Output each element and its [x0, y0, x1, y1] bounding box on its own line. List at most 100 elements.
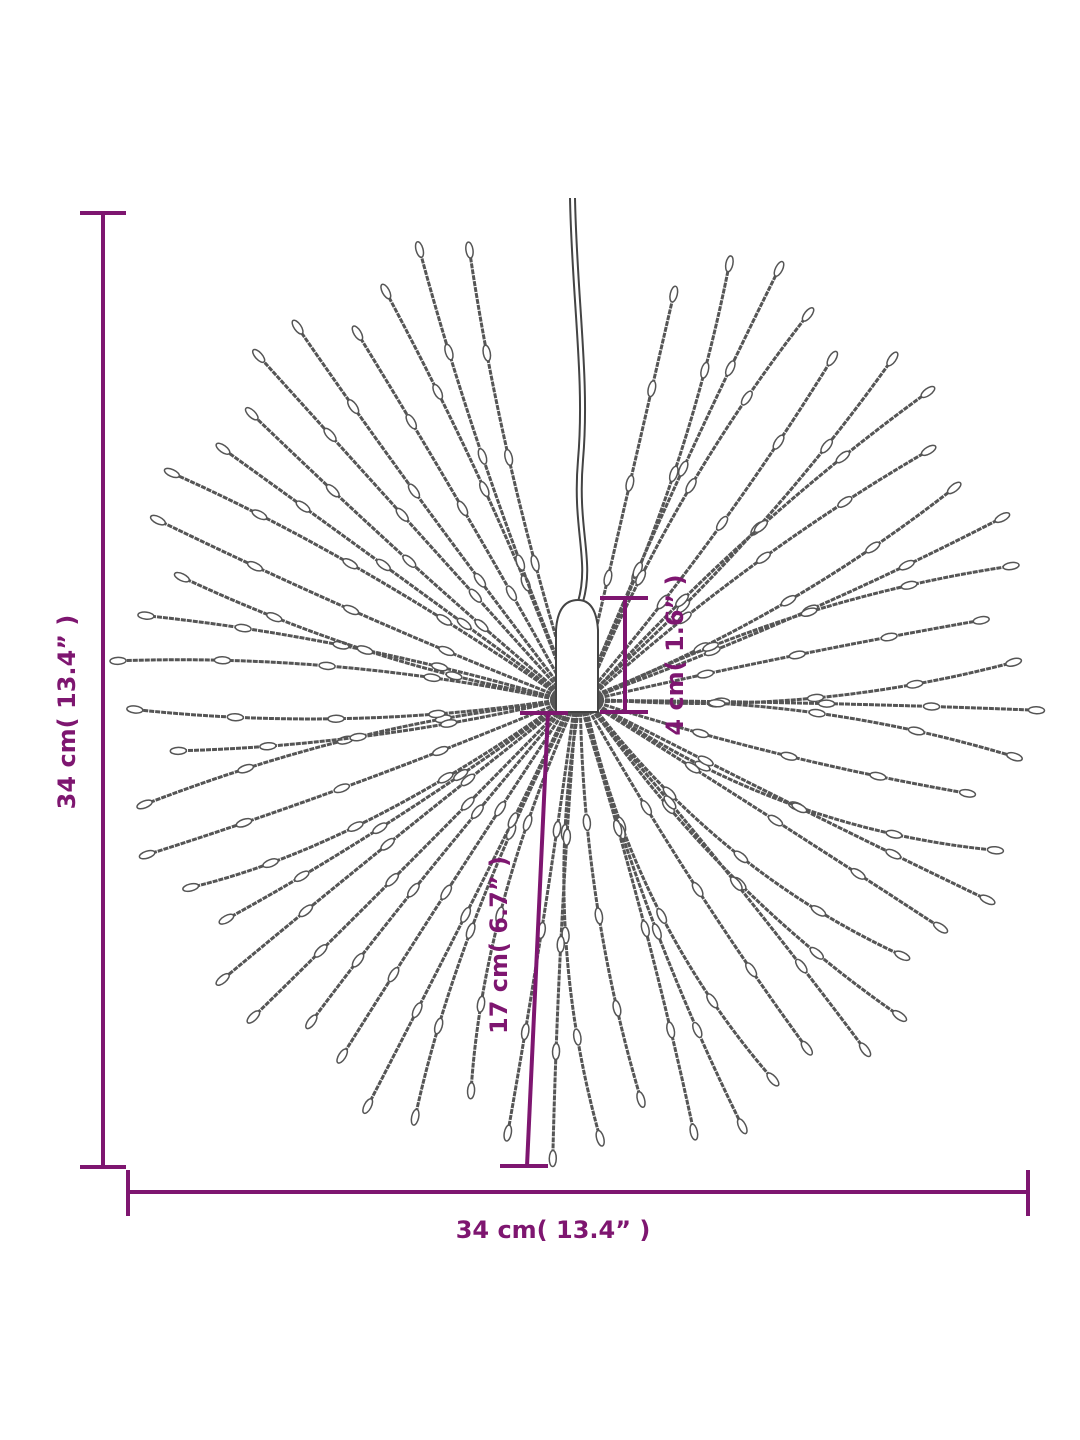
led: [724, 255, 734, 273]
led: [380, 283, 392, 300]
led: [456, 500, 469, 517]
led: [503, 1124, 513, 1142]
led: [745, 962, 758, 978]
led: [651, 923, 662, 940]
led: [820, 438, 834, 454]
led: [327, 714, 345, 723]
led: [235, 817, 253, 828]
led: [708, 698, 726, 708]
led: [515, 554, 526, 571]
led: [972, 615, 990, 625]
led: [548, 1149, 558, 1168]
strand: [596, 702, 996, 852]
height-dimension: 34 cm( 13.4” ): [53, 211, 126, 1169]
strand-dimension: 17 cm( 6.7” ): [485, 711, 568, 1168]
led: [640, 799, 653, 816]
led: [351, 952, 365, 968]
led: [445, 671, 463, 681]
led: [495, 906, 505, 924]
led: [809, 946, 825, 960]
led: [349, 732, 367, 742]
led: [476, 995, 486, 1013]
led: [594, 907, 604, 925]
led: [773, 260, 785, 277]
led: [780, 751, 798, 761]
led: [733, 850, 749, 864]
led: [336, 1048, 349, 1064]
led: [753, 519, 769, 534]
led: [666, 1021, 676, 1039]
led: [886, 351, 899, 367]
led: [668, 465, 679, 483]
led: [149, 514, 167, 526]
strand: [310, 708, 565, 1023]
led: [920, 444, 937, 457]
led: [562, 828, 572, 846]
led: [423, 673, 441, 683]
led: [291, 319, 304, 335]
strand: [592, 706, 903, 958]
firework-light: [109, 240, 1046, 1168]
strand: [250, 412, 562, 694]
led: [869, 771, 887, 781]
strand: [578, 711, 643, 1100]
led: [800, 1040, 814, 1056]
strand: [117, 658, 556, 701]
led: [473, 572, 487, 588]
led: [215, 442, 231, 455]
led: [505, 585, 518, 602]
led: [137, 611, 155, 620]
led: [806, 693, 825, 703]
strand: [171, 471, 559, 696]
led: [572, 1028, 582, 1046]
strand: [587, 313, 810, 691]
led: [656, 907, 668, 925]
led: [246, 560, 264, 572]
led: [215, 972, 230, 986]
led: [772, 434, 785, 450]
led: [647, 380, 657, 398]
led: [237, 763, 255, 774]
led: [406, 882, 420, 898]
led: [946, 481, 962, 495]
led: [663, 795, 677, 810]
led: [251, 509, 268, 521]
led: [504, 448, 514, 467]
strand: [595, 486, 956, 696]
led: [333, 783, 351, 794]
led: [313, 944, 328, 958]
led: [810, 905, 827, 917]
led: [582, 813, 592, 832]
led: [437, 771, 454, 784]
led: [958, 788, 977, 798]
led: [428, 709, 446, 719]
led: [932, 921, 949, 934]
led: [477, 447, 488, 465]
led: [669, 285, 679, 303]
led: [259, 741, 277, 751]
led: [1005, 657, 1023, 667]
strand-label: 17 cm( 6.7” ): [485, 856, 513, 1034]
height-label: 34 cm( 13.4” ): [53, 615, 81, 810]
led: [826, 350, 839, 367]
led: [213, 656, 232, 665]
led: [342, 557, 359, 570]
led: [395, 507, 409, 522]
led: [433, 1017, 444, 1035]
led: [702, 641, 719, 652]
led: [858, 1042, 872, 1058]
led: [675, 593, 689, 608]
led: [305, 1014, 318, 1030]
led: [898, 559, 915, 571]
led: [440, 884, 453, 900]
led: [625, 474, 635, 492]
led: [691, 881, 704, 898]
led: [126, 705, 144, 714]
led: [478, 480, 490, 498]
strand: [181, 575, 557, 699]
led: [436, 613, 452, 626]
led: [696, 669, 715, 679]
strand: [551, 711, 578, 1159]
led: [411, 1002, 423, 1019]
led: [865, 541, 881, 554]
